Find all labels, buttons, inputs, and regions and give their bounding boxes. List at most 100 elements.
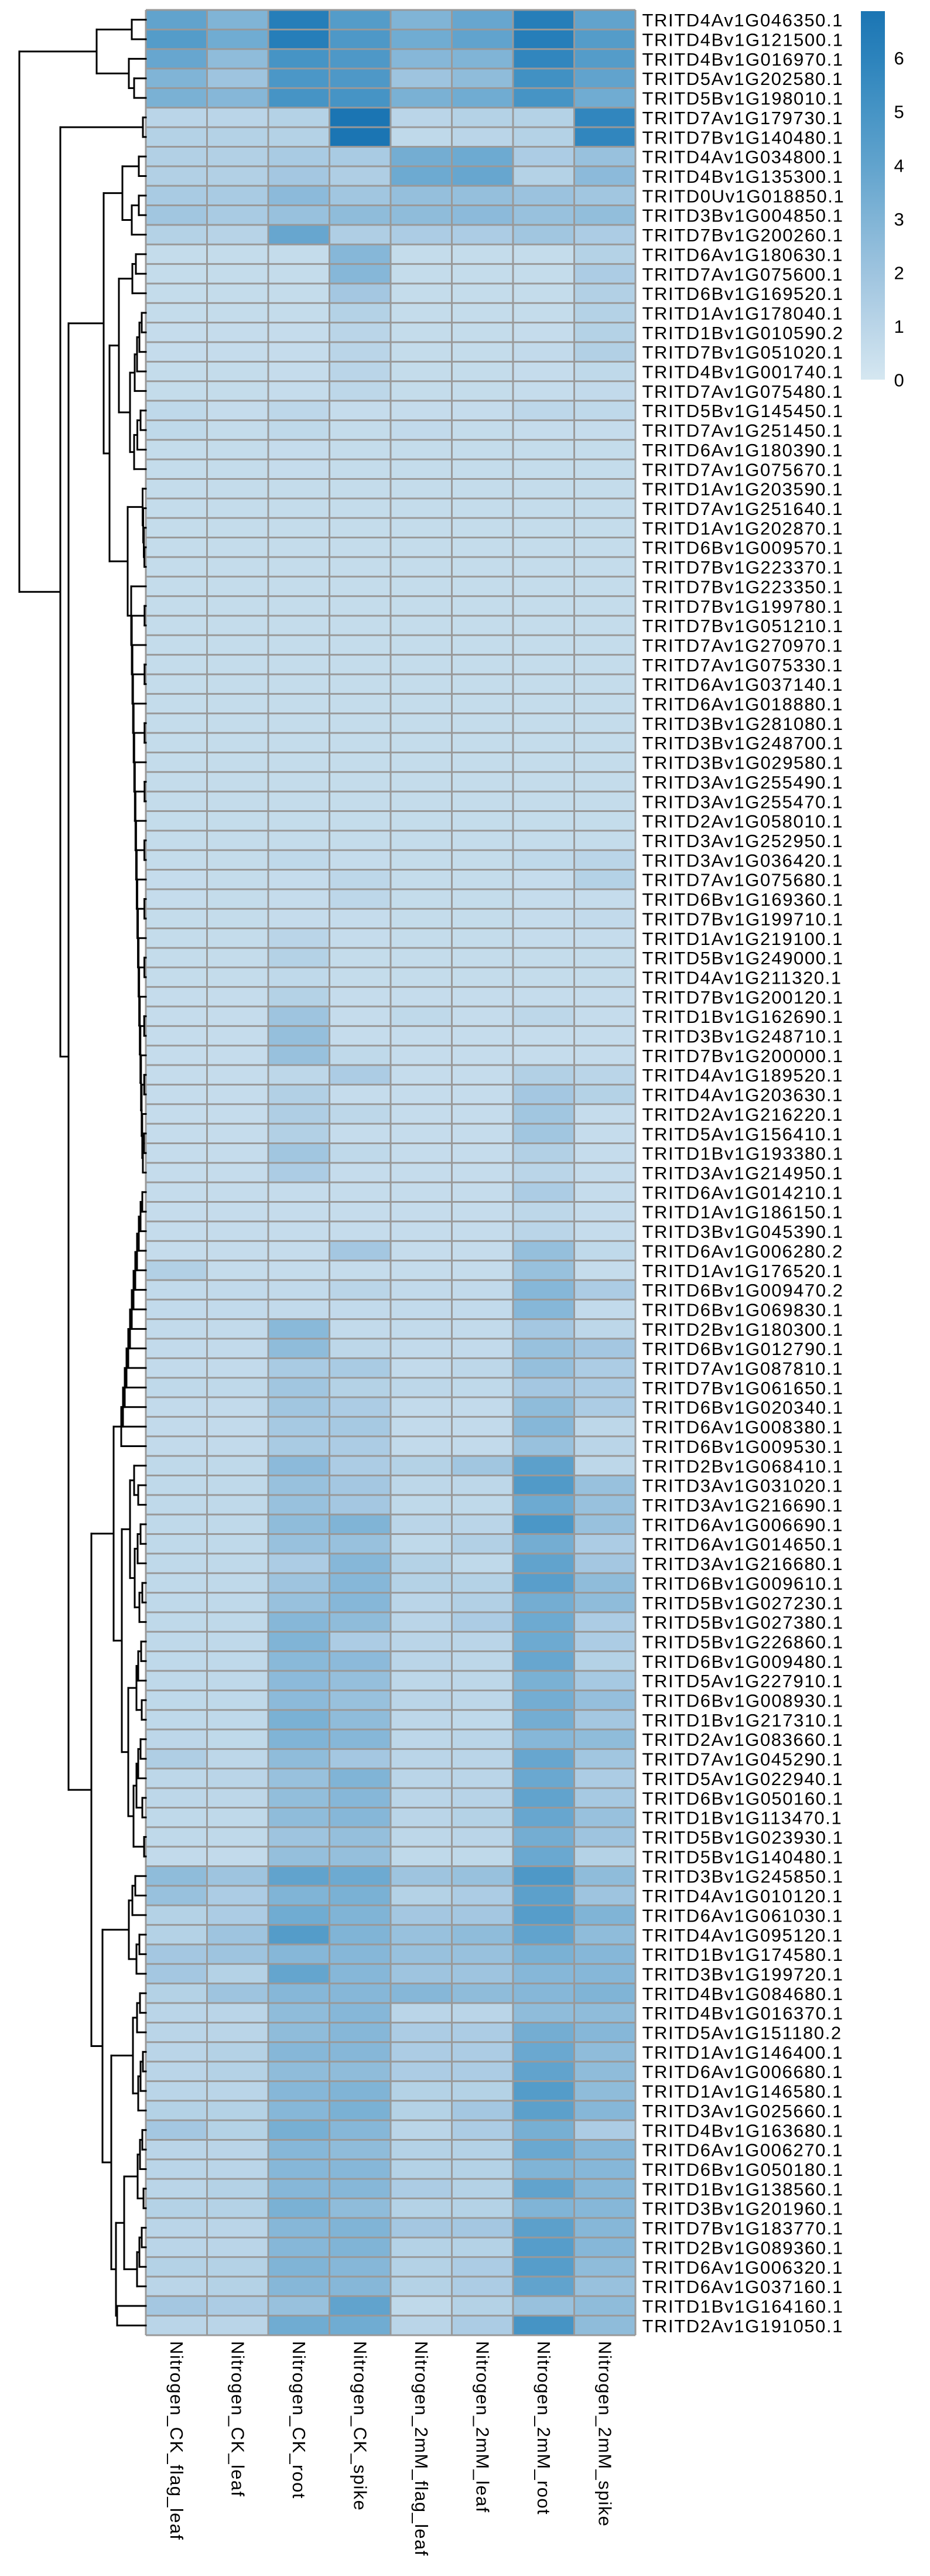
svg-text:TRITD7Av1G075670.1: TRITD7Av1G075670.1 [642,459,844,480]
svg-text:TRITD6Av1G006680.1: TRITD6Av1G006680.1 [642,2062,844,2082]
svg-text:TRITD3Av1G025660.1: TRITD3Av1G025660.1 [642,2101,844,2121]
svg-text:TRITD7Bv1G140480.1: TRITD7Bv1G140480.1 [642,127,844,148]
svg-text:TRITD6Av1G006320.1: TRITD6Av1G006320.1 [642,2257,844,2278]
svg-text:5: 5 [894,102,904,122]
svg-text:TRITD5Bv1G226860.1: TRITD5Bv1G226860.1 [642,1632,844,1652]
svg-text:TRITD2Av1G216220.1: TRITD2Av1G216220.1 [642,1104,844,1125]
svg-text:TRITD4Av1G034800.1: TRITD4Av1G034800.1 [642,147,844,168]
svg-text:TRITD6Av1G180390.1: TRITD6Av1G180390.1 [642,440,844,460]
svg-text:TRITD6Av1G180630.1: TRITD6Av1G180630.1 [642,244,844,265]
svg-text:TRITD7Bv1G199780.1: TRITD7Bv1G199780.1 [642,596,844,617]
svg-text:TRITD3Bv1G245850.1: TRITD3Bv1G245850.1 [642,1867,844,1887]
svg-text:Nitrogen_2mM_flag_leaf: Nitrogen_2mM_flag_leaf [411,2341,432,2556]
svg-text:TRITD7Bv1G061650.1: TRITD7Bv1G061650.1 [642,1378,844,1398]
svg-text:TRITD7Bv1G199710.1: TRITD7Bv1G199710.1 [642,909,844,929]
svg-text:TRITD3Bv1G248710.1: TRITD3Bv1G248710.1 [642,1026,844,1047]
svg-text:TRITD4Av1G046350.1: TRITD4Av1G046350.1 [642,10,844,30]
svg-text:TRITD5Bv1G140480.1: TRITD5Bv1G140480.1 [642,1847,844,1867]
svg-text:TRITD7Bv1G200260.1: TRITD7Bv1G200260.1 [642,225,844,245]
svg-text:TRITD7Av1G179730.1: TRITD7Av1G179730.1 [642,108,844,128]
svg-text:TRITD5Bv1G198010.1: TRITD5Bv1G198010.1 [642,88,844,109]
svg-text:TRITD3Bv1G199720.1: TRITD3Bv1G199720.1 [642,1964,844,1984]
svg-text:TRITD7Av1G251640.1: TRITD7Av1G251640.1 [642,499,844,519]
svg-text:TRITD3Bv1G248700.1: TRITD3Bv1G248700.1 [642,733,844,753]
svg-text:TRITD1Bv1G138560.1: TRITD1Bv1G138560.1 [642,2179,844,2199]
svg-text:Nitrogen_CK_root: Nitrogen_CK_root [289,2341,309,2499]
svg-text:TRITD6Bv1G169360.1: TRITD6Bv1G169360.1 [642,889,844,910]
svg-text:TRITD7Bv1G051210.1: TRITD7Bv1G051210.1 [642,616,844,636]
svg-text:TRITD3Av1G036420.1: TRITD3Av1G036420.1 [642,850,844,871]
svg-text:TRITD6Bv1G009480.1: TRITD6Bv1G009480.1 [642,1652,844,1672]
svg-text:TRITD6Bv1G020340.1: TRITD6Bv1G020340.1 [642,1397,844,1418]
svg-text:TRITD4Bv1G016370.1: TRITD4Bv1G016370.1 [642,2003,844,2024]
svg-text:TRITD5Bv1G027380.1: TRITD5Bv1G027380.1 [642,1612,844,1633]
svg-text:TRITD1Bv1G113470.1: TRITD1Bv1G113470.1 [642,1808,843,1828]
svg-text:TRITD1Av1G203590.1: TRITD1Av1G203590.1 [642,479,844,500]
svg-text:Nitrogen_CK_leaf: Nitrogen_CK_leaf [227,2341,248,2497]
svg-text:TRITD1Bv1G010590.2: TRITD1Bv1G010590.2 [642,323,844,343]
svg-text:TRITD6Bv1G050160.1: TRITD6Bv1G050160.1 [642,1788,844,1809]
svg-text:TRITD5Av1G022940.1: TRITD5Av1G022940.1 [642,1769,844,1789]
svg-text:TRITD7Bv1G200120.1: TRITD7Bv1G200120.1 [642,987,844,1008]
svg-text:TRITD1Av1G146580.1: TRITD1Av1G146580.1 [642,2082,844,2102]
svg-text:TRITD6Av1G006280.2: TRITD6Av1G006280.2 [642,1241,844,1261]
svg-text:1: 1 [894,316,904,337]
svg-text:TRITD6Av1G061030.1: TRITD6Av1G061030.1 [642,1905,844,1926]
svg-text:3: 3 [894,209,904,230]
svg-text:TRITD7Av1G075680.1: TRITD7Av1G075680.1 [642,870,844,890]
svg-text:TRITD7Av1G251450.1: TRITD7Av1G251450.1 [642,421,844,441]
svg-text:TRITD4Av1G189520.1: TRITD4Av1G189520.1 [642,1065,844,1086]
svg-text:TRITD6Av1G018880.1: TRITD6Av1G018880.1 [642,694,844,715]
svg-text:TRITD7Bv1G223370.1: TRITD7Bv1G223370.1 [642,557,844,578]
svg-text:TRITD5Bv1G145450.1: TRITD5Bv1G145450.1 [642,401,844,421]
svg-text:TRITD1Av1G202870.1: TRITD1Av1G202870.1 [642,518,844,538]
svg-text:TRITD7Av1G075600.1: TRITD7Av1G075600.1 [642,264,844,285]
svg-text:4: 4 [894,155,904,176]
svg-text:TRITD1Av1G219100.1: TRITD1Av1G219100.1 [642,929,844,949]
svg-text:Nitrogen_2mM_leaf: Nitrogen_2mM_leaf [472,2341,493,2513]
svg-text:TRITD6Av1G006690.1: TRITD6Av1G006690.1 [642,1514,844,1535]
svg-text:TRITD7Bv1G223350.1: TRITD7Bv1G223350.1 [642,576,844,597]
svg-text:TRITD6Av1G014210.1: TRITD6Av1G014210.1 [642,1182,844,1203]
svg-text:TRITD4Av1G010120.1: TRITD4Av1G010120.1 [642,1886,844,1906]
svg-text:TRITD3Av1G255470.1: TRITD3Av1G255470.1 [642,791,844,812]
svg-text:TRITD2Bv1G089360.1: TRITD2Bv1G089360.1 [642,2237,844,2258]
svg-text:TRITD5Av1G227910.1: TRITD5Av1G227910.1 [642,1671,844,1691]
svg-text:TRITD4Av1G203630.1: TRITD4Av1G203630.1 [642,1085,844,1106]
svg-text:Nitrogen_2mM_root: Nitrogen_2mM_root [534,2341,554,2515]
svg-text:TRITD2Av1G058010.1: TRITD2Av1G058010.1 [642,811,844,832]
svg-text:TRITD1Bv1G174580.1: TRITD1Bv1G174580.1 [642,1944,844,1965]
svg-text:TRITD1Av1G178040.1: TRITD1Av1G178040.1 [642,303,844,323]
svg-text:TRITD7Av1G087810.1: TRITD7Av1G087810.1 [642,1359,844,1379]
svg-text:TRITD1Bv1G193380.1: TRITD1Bv1G193380.1 [642,1144,844,1164]
svg-text:TRITD6Bv1G012790.1: TRITD6Bv1G012790.1 [642,1339,844,1359]
svg-text:TRITD6Bv1G009610.1: TRITD6Bv1G009610.1 [642,1573,844,1594]
svg-text:TRITD6Av1G014650.1: TRITD6Av1G014650.1 [642,1534,844,1555]
svg-text:TRITD7Av1G270970.1: TRITD7Av1G270970.1 [642,635,844,656]
svg-text:TRITD5Bv1G249000.1: TRITD5Bv1G249000.1 [642,948,844,968]
svg-text:TRITD3Av1G214950.1: TRITD3Av1G214950.1 [642,1163,844,1183]
svg-text:TRITD4Bv1G163680.1: TRITD4Bv1G163680.1 [642,2120,844,2141]
svg-text:TRITD5Av1G202580.1: TRITD5Av1G202580.1 [642,69,844,89]
svg-text:TRITD5Bv1G027230.1: TRITD5Bv1G027230.1 [642,1593,844,1613]
svg-text:TRITD4Bv1G016970.1: TRITD4Bv1G016970.1 [642,49,844,70]
svg-text:TRITD1Av1G146400.1: TRITD1Av1G146400.1 [642,2042,844,2063]
svg-text:TRITD7Bv1G183770.1: TRITD7Bv1G183770.1 [642,2218,844,2239]
svg-text:TRITD3Bv1G029580.1: TRITD3Bv1G029580.1 [642,753,844,773]
svg-text:TRITD6Av1G006270.1: TRITD6Av1G006270.1 [642,2140,844,2161]
svg-text:TRITD3Bv1G201960.1: TRITD3Bv1G201960.1 [642,2199,844,2219]
svg-text:TRITD4Bv1G084680.1: TRITD4Bv1G084680.1 [642,1984,844,2004]
svg-text:TRITD1Bv1G162690.1: TRITD1Bv1G162690.1 [642,1006,844,1027]
svg-text:TRITD6Av1G037160.1: TRITD6Av1G037160.1 [642,2277,844,2297]
svg-text:6: 6 [894,48,904,69]
svg-text:Nitrogen_2mM_spike: Nitrogen_2mM_spike [594,2341,615,2527]
svg-text:TRITD3Av1G255490.1: TRITD3Av1G255490.1 [642,772,844,793]
svg-text:TRITD1Av1G186150.1: TRITD1Av1G186150.1 [642,1202,844,1223]
svg-text:0: 0 [894,370,904,391]
svg-text:TRITD3Av1G216680.1: TRITD3Av1G216680.1 [642,1554,844,1574]
svg-text:TRITD7Av1G075480.1: TRITD7Av1G075480.1 [642,381,844,402]
svg-text:2: 2 [894,262,904,283]
svg-text:TRITD6Bv1G050180.1: TRITD6Bv1G050180.1 [642,2159,844,2180]
svg-text:TRITD6Bv1G009470.2: TRITD6Bv1G009470.2 [642,1280,844,1301]
svg-text:TRITD6Av1G008380.1: TRITD6Av1G008380.1 [642,1417,844,1438]
